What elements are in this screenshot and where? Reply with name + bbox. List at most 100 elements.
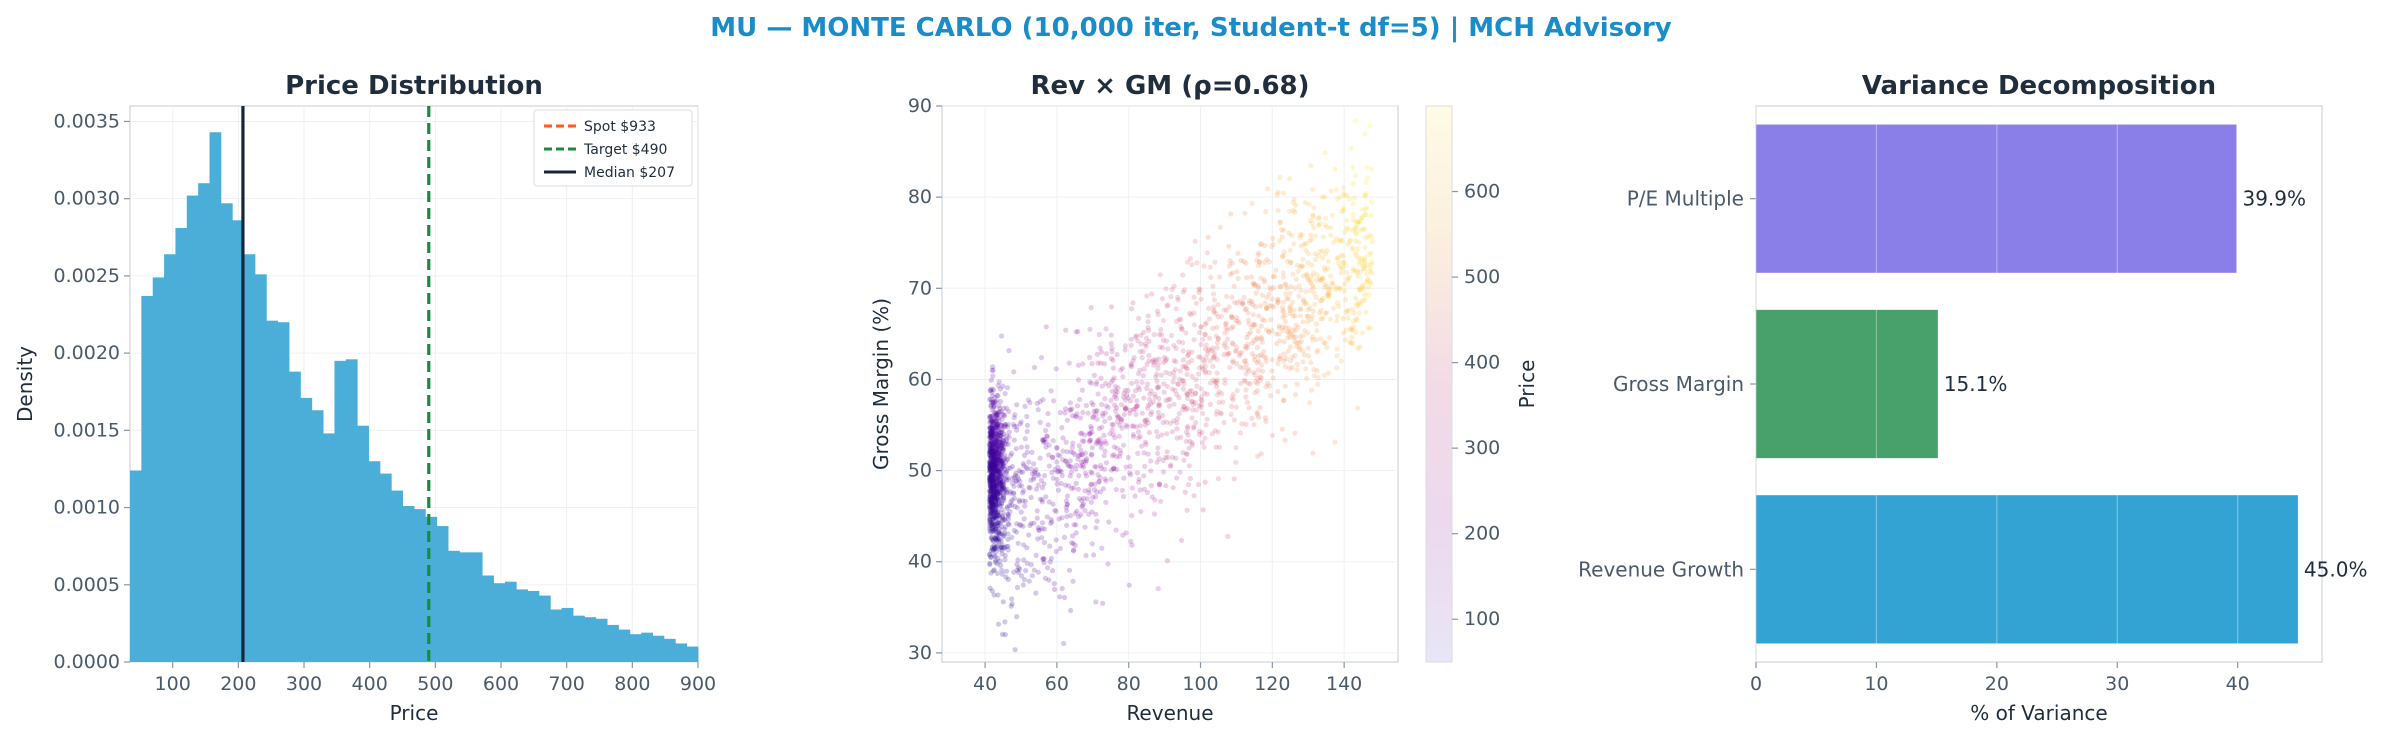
scatter-point	[1001, 431, 1007, 437]
category-label: Gross Margin	[1613, 372, 1744, 396]
scatter-point	[1145, 402, 1151, 408]
scatter-point	[1109, 453, 1116, 459]
scatter-point	[1031, 470, 1037, 476]
scatter-point	[999, 451, 1005, 457]
scatter-point	[1362, 206, 1368, 213]
scatter-point	[1287, 290, 1293, 297]
scatter-point	[1233, 459, 1239, 465]
scatter-point	[1096, 478, 1102, 484]
scatter-point	[1114, 419, 1121, 425]
scatter-point	[1022, 436, 1028, 442]
scatter-point	[994, 422, 1000, 428]
scatter-point	[1001, 423, 1007, 429]
scatter-point	[1187, 438, 1193, 444]
scatter-point	[1185, 395, 1191, 401]
scatter-point	[1368, 250, 1374, 256]
scatter-point	[1040, 437, 1046, 443]
scatter-point	[1178, 317, 1184, 323]
scatter-point	[1310, 285, 1316, 291]
scatter-point	[1214, 392, 1221, 398]
scatter-point	[1063, 458, 1069, 464]
scatter-point	[1255, 283, 1261, 289]
scatter-point	[1189, 399, 1195, 405]
scatter-point	[988, 478, 994, 484]
histogram-bar	[391, 490, 404, 662]
scatter-point	[1000, 438, 1006, 444]
scatter-point	[1321, 372, 1327, 378]
scatter-point	[1256, 262, 1262, 268]
scatter-point	[1181, 404, 1188, 410]
scatter-point	[999, 333, 1005, 339]
scatter-point	[999, 631, 1006, 637]
scatter-point	[1000, 599, 1006, 605]
scatter-point	[1360, 263, 1366, 269]
scatter-point	[1005, 456, 1011, 462]
scatter-point	[1037, 496, 1043, 502]
scatter-point	[1239, 421, 1245, 427]
scatter-point	[1263, 384, 1269, 390]
scatter-point	[1316, 222, 1322, 228]
scatter-point	[991, 503, 998, 509]
scatter-point	[1075, 453, 1082, 459]
scatter-point	[1099, 401, 1105, 407]
scatter-point	[1088, 380, 1095, 386]
scatter-point	[991, 493, 997, 499]
x-tick-label: 500	[417, 673, 453, 695]
scatter-point	[1314, 328, 1320, 334]
scatter-point	[990, 454, 997, 460]
scatter-point	[1211, 355, 1217, 361]
scatter-point	[1073, 466, 1079, 472]
scatter-point	[1342, 192, 1348, 199]
scatter-point	[1187, 256, 1193, 262]
scatter-point	[990, 445, 996, 451]
scatter-point	[989, 516, 995, 522]
scatter-point	[1089, 451, 1095, 457]
scatter-point	[1185, 353, 1191, 359]
scatter-point	[1073, 530, 1079, 536]
scatter-point	[999, 465, 1005, 471]
scatter-point	[993, 499, 999, 505]
scatter-point	[987, 454, 993, 460]
scatter-point	[992, 448, 998, 454]
scatter-point	[1230, 358, 1236, 364]
scatter-point	[1309, 313, 1315, 319]
histogram-bar	[277, 322, 290, 662]
scatter-point	[1050, 454, 1056, 460]
scatter-point	[992, 453, 998, 459]
scatter-point	[990, 516, 996, 522]
scatter-point	[1106, 519, 1112, 525]
scatter-point	[989, 534, 995, 540]
scatter-point	[993, 462, 999, 468]
scatter-point	[1354, 301, 1360, 307]
scatter-point	[1328, 188, 1334, 194]
scatter-point	[1111, 465, 1117, 471]
scatter-point	[1325, 258, 1331, 264]
scatter-point	[1298, 263, 1305, 269]
scatter-point	[987, 442, 994, 448]
bar-value-label: 15.1%	[1944, 372, 2008, 396]
scatter-point	[995, 421, 1001, 427]
scatter-point	[1130, 431, 1136, 438]
scatter-point	[989, 484, 995, 490]
scatter-point	[1051, 398, 1057, 404]
scatter-point	[992, 468, 998, 474]
scatter-point	[1090, 402, 1096, 408]
scatter-point	[1021, 557, 1027, 563]
scatter-point	[989, 455, 995, 461]
scatter-point	[1082, 507, 1088, 514]
scatter-point	[1109, 345, 1115, 351]
scatter-point	[1108, 467, 1114, 473]
scatter-point	[1048, 388, 1054, 394]
scatter-point	[992, 488, 999, 495]
x-tick-label: 80	[1117, 673, 1141, 695]
scatter-point	[987, 502, 993, 508]
scatter-point	[1039, 497, 1045, 503]
scatter-point	[1212, 428, 1218, 434]
scatter-point	[1345, 277, 1351, 283]
scatter-point	[1064, 501, 1071, 507]
scatter-point	[988, 466, 994, 472]
scatter-point	[1307, 305, 1313, 311]
scatter-point	[993, 476, 999, 482]
scatter-point	[1099, 440, 1105, 446]
scatter-point	[1191, 294, 1197, 300]
